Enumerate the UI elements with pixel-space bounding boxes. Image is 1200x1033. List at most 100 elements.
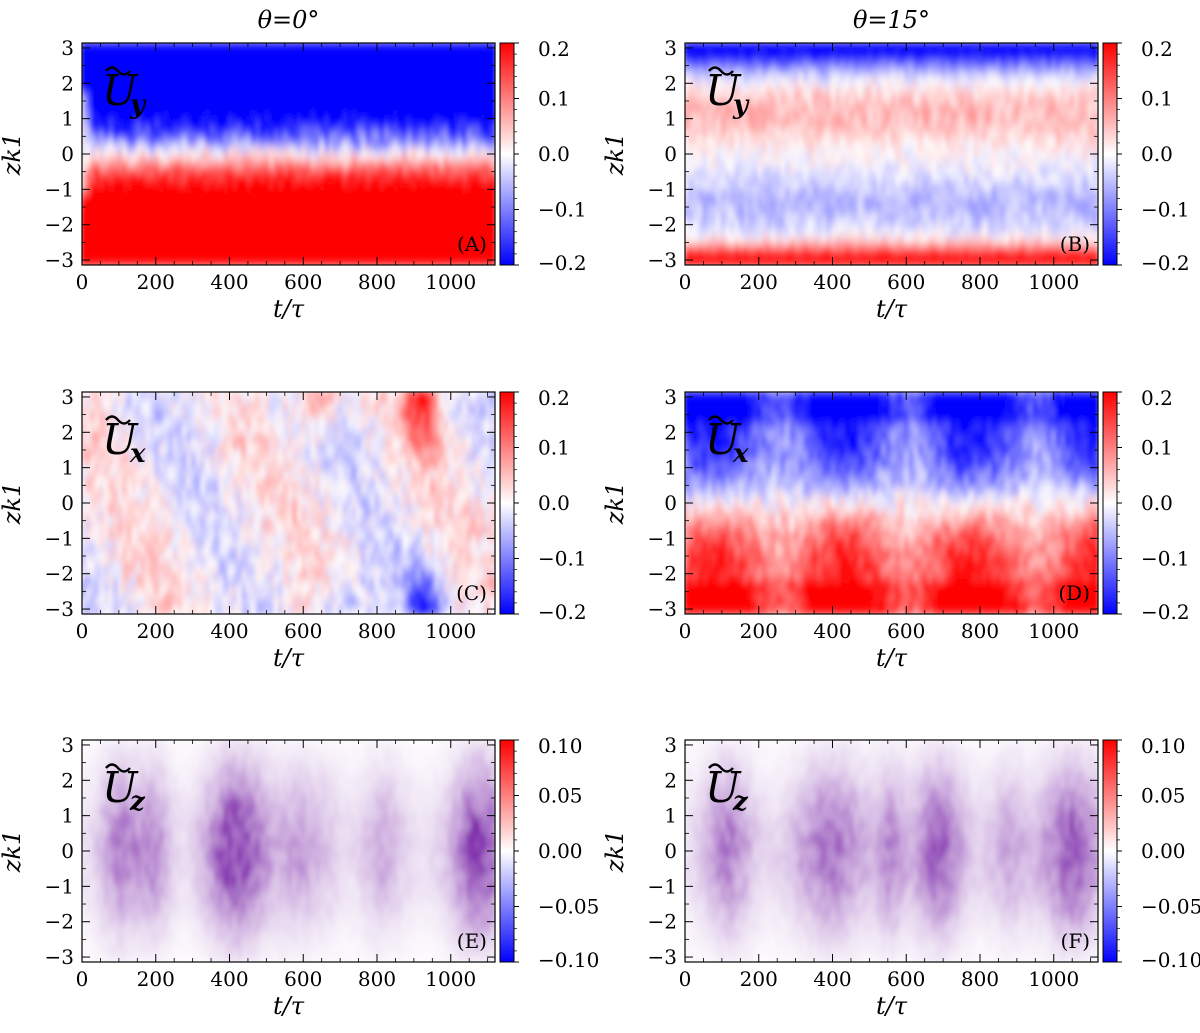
heatmap-cell (466, 185, 474, 195)
heatmap-cell (849, 244, 856, 253)
heatmap-cell (191, 179, 198, 188)
heatmap-cell (374, 61, 382, 71)
heatmap-cell (292, 139, 299, 149)
heatmap-cell (734, 172, 742, 182)
heatmap-cell (785, 185, 792, 195)
heatmap-cell (688, 55, 696, 64)
heatmap-cell (867, 179, 875, 188)
heatmap-cell (223, 100, 230, 110)
heatmap-cell (425, 185, 432, 195)
heatmap-cell (402, 224, 409, 234)
heatmap-cell (817, 192, 824, 201)
heatmap-cell (461, 153, 469, 162)
heatmap-cell (785, 126, 792, 136)
heatmap-cell (830, 179, 838, 188)
heatmap-cell (739, 87, 746, 97)
heatmap-cell (798, 120, 806, 129)
heatmap-cell (82, 159, 88, 168)
heatmap-cell (480, 153, 487, 162)
heatmap-cell (82, 244, 88, 253)
heatmap-cell (840, 87, 847, 97)
heatmap-cell (918, 139, 925, 149)
heatmap-cell (117, 205, 125, 214)
heatmap-cell (305, 192, 313, 201)
heatmap-cell (780, 87, 787, 97)
heatmap-cell (374, 100, 382, 110)
heatmap-cell (729, 81, 737, 90)
heatmap-cell (812, 205, 820, 214)
heatmap-cell (762, 55, 769, 64)
heatmap-cell (881, 81, 888, 90)
heatmap-cell (425, 43, 432, 51)
heatmap-cell (466, 87, 474, 97)
heatmap-cell (867, 100, 875, 110)
heatmap-cell (315, 68, 322, 77)
heatmap-cell (113, 166, 120, 175)
heatmap-cell (471, 94, 478, 103)
heatmap-cell (803, 87, 810, 97)
heatmap-cell (168, 179, 175, 188)
heatmap-cell (310, 61, 317, 71)
heatmap-cell (402, 100, 409, 110)
heatmap-cell (131, 159, 139, 168)
heatmap-cell (108, 146, 116, 155)
heatmap-cell (766, 185, 774, 195)
heatmap-cell (706, 218, 714, 227)
heatmap-cell (90, 61, 97, 71)
heatmap-cell (328, 43, 336, 51)
heatmap-cell (853, 48, 861, 57)
heatmap-cell (734, 48, 742, 57)
heatmap-cell (393, 172, 400, 182)
heatmap-cell (260, 237, 267, 247)
heatmap-cell (826, 224, 833, 234)
heatmap-cell (872, 139, 879, 149)
heatmap-cell (402, 146, 409, 155)
heatmap-cell (702, 81, 709, 90)
heatmap-cell (844, 55, 852, 64)
heatmap-cell (807, 87, 815, 97)
heatmap-cell (260, 185, 267, 195)
heatmap-cell (830, 198, 838, 208)
heatmap-cell (429, 126, 437, 136)
heatmap-cell (108, 100, 116, 110)
heatmap-cell (785, 205, 792, 214)
heatmap-cell (904, 94, 911, 103)
heatmap-cell (200, 257, 207, 265)
heatmap-cell (328, 120, 336, 129)
heatmap-cell (725, 211, 732, 221)
heatmap-cell (172, 179, 180, 188)
heatmap-cell (711, 185, 719, 195)
heatmap-cell (904, 211, 911, 221)
heatmap-cell (177, 153, 184, 162)
heatmap-cell (351, 126, 359, 136)
heatmap-cell (383, 107, 391, 116)
heatmap-cell (126, 172, 134, 182)
heatmap-cell (480, 237, 487, 247)
heatmap-cell (94, 244, 102, 253)
heatmap-cell (292, 185, 299, 195)
heatmap-cell (411, 205, 418, 214)
heatmap-cell (863, 244, 870, 253)
heatmap-cell (200, 218, 207, 227)
heatmap-cell (172, 55, 180, 64)
heatmap-cell (99, 43, 106, 51)
heatmap-cell (168, 166, 175, 175)
heatmap-cell (117, 107, 125, 116)
heatmap-cell (702, 48, 709, 57)
heatmap-cell (168, 198, 175, 208)
heatmap-cell (223, 153, 230, 162)
heatmap-cell (126, 205, 134, 214)
heatmap-cell (821, 257, 829, 265)
heatmap-cell (443, 68, 451, 77)
heatmap-cell (383, 139, 391, 149)
heatmap-cell (443, 126, 451, 136)
heatmap-cell (296, 68, 304, 77)
heatmap-cell (821, 237, 829, 247)
heatmap-cell (830, 192, 838, 201)
heatmap-cell (223, 126, 230, 136)
heatmap-cell (785, 139, 792, 149)
heatmap-cell (255, 159, 262, 168)
heatmap-cell (807, 120, 815, 129)
heatmap-cell (697, 120, 705, 129)
heatmap-cell (163, 153, 171, 162)
